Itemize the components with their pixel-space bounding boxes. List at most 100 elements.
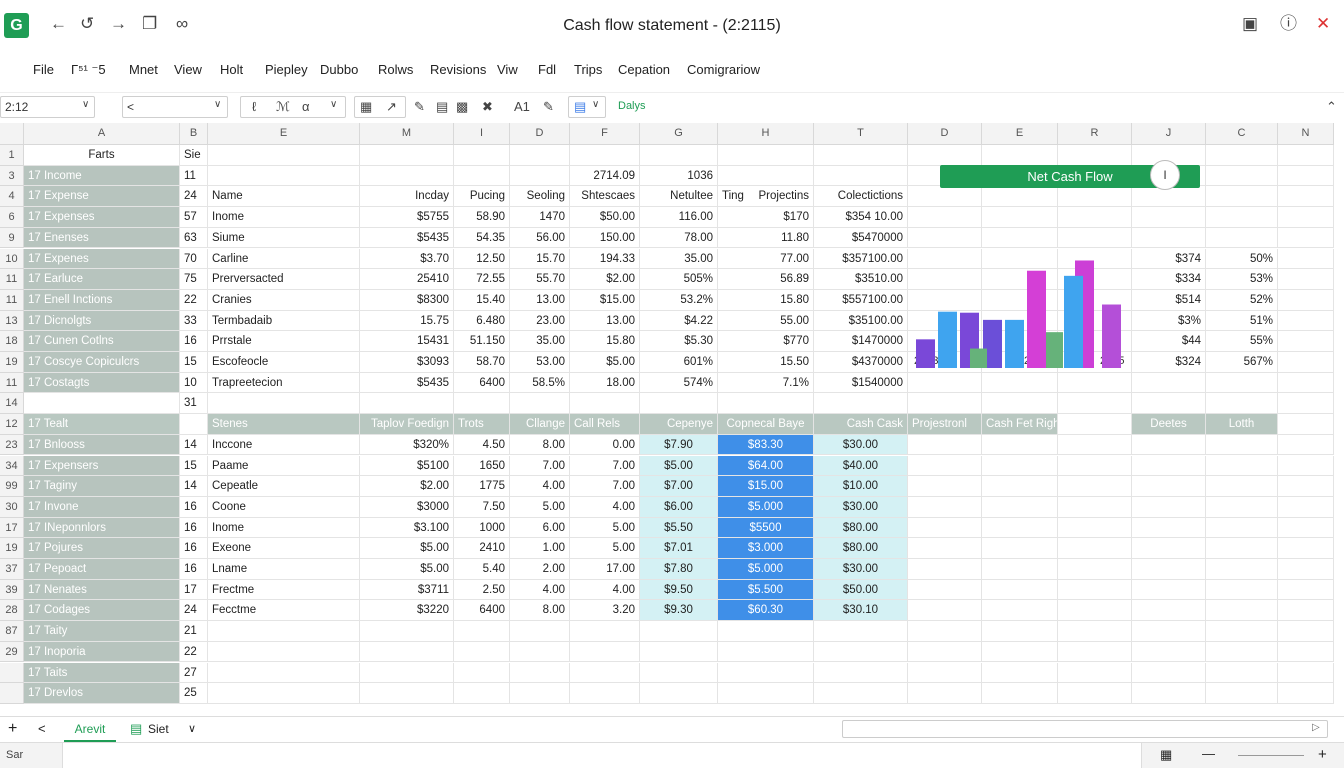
row-header[interactable]: 39 xyxy=(0,579,24,601)
row-header[interactable]: 4 xyxy=(0,186,24,208)
value-cell[interactable]: $40.00 xyxy=(814,455,908,477)
value-cell[interactable]: 58.5% xyxy=(510,372,570,394)
grid-cell[interactable] xyxy=(718,165,814,187)
arrow-right-icon[interactable]: → xyxy=(110,14,127,33)
row-header[interactable]: 99 xyxy=(0,476,24,497)
value-cell[interactable]: 53% xyxy=(1206,269,1278,290)
col-b-cell[interactable]: 14 xyxy=(180,434,208,456)
chart-bar[interactable] xyxy=(1005,319,1024,368)
value-cell[interactable]: $5435 xyxy=(360,227,454,249)
value-cell[interactable]: $374 xyxy=(1132,248,1206,270)
grid-cell[interactable] xyxy=(510,641,570,663)
col-b-cell[interactable]: 24 xyxy=(180,186,208,208)
value-cell[interactable]: $50.00 xyxy=(814,579,908,601)
value-cell[interactable]: $30.00 xyxy=(814,434,908,456)
grid-cell[interactable] xyxy=(360,641,454,663)
row-header[interactable]: 11 xyxy=(0,372,24,394)
grid-cell[interactable] xyxy=(1206,517,1278,539)
net-cash-flow-chart[interactable] xyxy=(908,240,1128,388)
col-a-cell[interactable]: 17 Invone xyxy=(24,496,180,518)
lower-header-cell[interactable]: Stenes xyxy=(208,414,360,435)
grid-cell[interactable] xyxy=(1058,310,1132,332)
lower-header-cell[interactable]: Trots xyxy=(454,414,510,435)
grid-cell[interactable] xyxy=(1278,207,1334,228)
value-cell[interactable]: 7.1% xyxy=(718,372,814,394)
value-cell[interactable]: 13.00 xyxy=(510,289,570,311)
grid-cell[interactable] xyxy=(718,145,814,166)
column-header[interactable]: M xyxy=(360,123,454,145)
row-header[interactable]: 87 xyxy=(0,621,24,642)
name-cell[interactable]: Inccone xyxy=(208,434,360,456)
column-header[interactable]: T xyxy=(814,123,908,145)
grid-cell[interactable] xyxy=(1058,579,1132,601)
name-cell[interactable]: Cepeatle xyxy=(208,476,360,497)
value-cell[interactable]: 5.00 xyxy=(510,496,570,518)
value-cell[interactable]: $770 xyxy=(718,331,814,352)
menu-item-0[interactable]: File xyxy=(33,62,54,77)
chevron-down-icon[interactable]: ∨ xyxy=(82,99,90,110)
value-cell[interactable]: 18.00 xyxy=(570,372,640,394)
value-cell[interactable]: $354 10.00 xyxy=(814,207,908,228)
grid-cell[interactable] xyxy=(718,662,814,684)
grid-cell[interactable] xyxy=(1206,207,1278,228)
grid-cell[interactable] xyxy=(814,393,908,415)
col-a-cell[interactable]: Farts xyxy=(24,145,180,166)
grid-cell[interactable] xyxy=(360,165,454,187)
col-a-cell[interactable]: 17 Earluce xyxy=(24,269,180,290)
lower-header-cell[interactable]: Taplov Foedign xyxy=(360,414,454,435)
value-cell[interactable]: $514 xyxy=(1132,289,1206,311)
menu-item-8[interactable]: Revisions xyxy=(430,62,487,77)
grid-cell[interactable] xyxy=(510,662,570,684)
borders-icon[interactable]: ▦ xyxy=(360,99,373,114)
grid-cell[interactable] xyxy=(510,621,570,642)
grid-cell[interactable] xyxy=(208,662,360,684)
sheet-tab-active[interactable]: Arevit xyxy=(64,717,116,742)
row-header[interactable]: 28 xyxy=(0,600,24,622)
lower-header-cell[interactable]: Cash Cask xyxy=(814,414,908,435)
grid-cell[interactable] xyxy=(814,641,908,663)
lower-header-cell[interactable]: Cllange xyxy=(510,414,570,435)
grid-cell[interactable] xyxy=(908,289,982,311)
col-b-cell[interactable]: 14 xyxy=(180,476,208,497)
col-b-cell[interactable]: 21 xyxy=(180,621,208,642)
value-cell[interactable]: $64.00 xyxy=(718,455,814,477)
value-cell[interactable]: $8300 xyxy=(360,289,454,311)
value-cell[interactable]: $5.00 xyxy=(570,352,640,373)
value-cell[interactable]: 35.00 xyxy=(510,331,570,352)
value-cell[interactable]: $3.70 xyxy=(360,248,454,270)
col-b-cell[interactable]: 11 xyxy=(180,165,208,187)
row-header[interactable]: 18 xyxy=(0,331,24,352)
col-a-cell[interactable]: 17 Taity xyxy=(24,621,180,642)
grid-cell[interactable] xyxy=(1132,641,1206,663)
grid-cell[interactable] xyxy=(982,186,1058,208)
lower-header-cell[interactable]: Call Rels xyxy=(570,414,640,435)
grid-cell[interactable] xyxy=(1206,496,1278,518)
grid-cell[interactable] xyxy=(982,538,1058,559)
value-cell[interactable]: $320% xyxy=(360,434,454,456)
grid-cell[interactable] xyxy=(814,621,908,642)
grid-cell[interactable] xyxy=(1206,621,1278,642)
value-cell[interactable]: 1775 xyxy=(454,476,510,497)
grid-cell[interactable] xyxy=(1206,683,1278,704)
grid-cell[interactable] xyxy=(1278,559,1334,580)
grid-cell[interactable] xyxy=(982,683,1058,704)
grid-cell[interactable] xyxy=(908,455,982,477)
grid-cell[interactable] xyxy=(1278,683,1334,704)
col-a-cell[interactable]: 17 Expense xyxy=(24,186,180,208)
name-cell[interactable]: Siume xyxy=(208,227,360,249)
info-icon[interactable]: ⓘ xyxy=(1280,14,1297,33)
grid-cell[interactable] xyxy=(1278,289,1334,311)
col-a-cell[interactable]: 17 Bnlooss xyxy=(24,434,180,456)
value-cell[interactable]: $5500 xyxy=(718,517,814,539)
grid-cell[interactable] xyxy=(570,393,640,415)
grid-cell[interactable] xyxy=(1132,372,1206,394)
grid-cell[interactable] xyxy=(1058,289,1132,311)
value-cell[interactable]: $5755 xyxy=(360,207,454,228)
paint-icon[interactable]: ℓ xyxy=(252,99,257,114)
value-cell[interactable]: 2.50 xyxy=(454,579,510,601)
grid-cell[interactable] xyxy=(360,621,454,642)
grid-cell[interactable] xyxy=(1278,662,1334,684)
row-header[interactable]: 11 xyxy=(0,289,24,311)
value-cell[interactable]: 2410 xyxy=(454,538,510,559)
grid-cell[interactable] xyxy=(718,683,814,704)
